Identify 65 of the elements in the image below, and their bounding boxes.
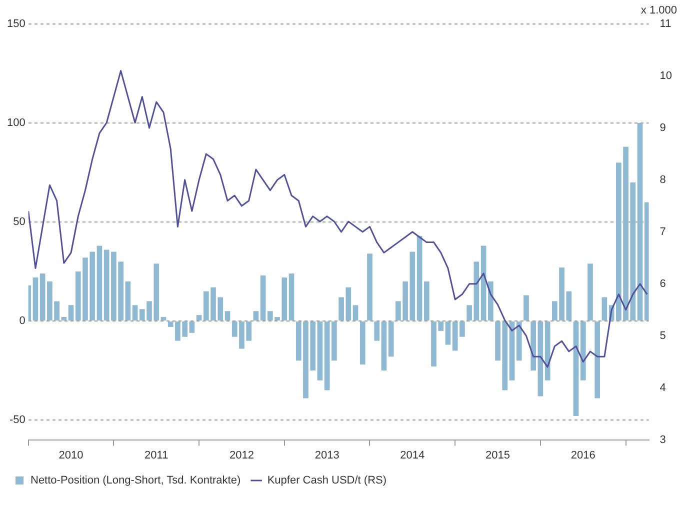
bar [196, 315, 202, 320]
bar [594, 322, 600, 398]
x-tick-label: 2014 [400, 449, 425, 462]
y2-tick-label: 11 [660, 18, 672, 30]
bar [538, 322, 544, 396]
y-tick-label: -50 [9, 414, 26, 426]
y-tick-label: 50 [13, 216, 26, 228]
bar [317, 322, 323, 380]
x-tick-label: 2016 [570, 449, 596, 462]
bar [367, 254, 372, 320]
x-tick-label: 2011 [144, 449, 168, 462]
x-tick-label: 2015 [486, 449, 510, 462]
y2-tick-label: 9 [660, 122, 666, 134]
x-tick-label: 2012 [229, 449, 254, 462]
bar [410, 252, 416, 320]
bar [530, 322, 536, 370]
y2-tick-label: 3 [660, 434, 666, 446]
bar [332, 322, 337, 361]
bar [573, 322, 579, 416]
y2-tick-label: 4 [660, 382, 666, 394]
bar [132, 305, 138, 320]
bar [224, 311, 230, 320]
x-tick-label: 2013 [314, 449, 340, 462]
bar [125, 281, 131, 320]
bar [644, 202, 649, 320]
y-tick-label: 150 [6, 18, 26, 30]
bar [488, 281, 494, 320]
y2-tick-label: 5 [660, 330, 666, 342]
bar [588, 264, 593, 320]
legend-label: Kupfer Cash USD/t (RS) [267, 474, 387, 487]
bar [637, 123, 643, 320]
bar [189, 322, 195, 333]
y-tick-label: 100 [6, 117, 26, 130]
y-tick-label: 0 [19, 315, 26, 328]
bar [160, 317, 166, 320]
bar [288, 273, 294, 320]
bar [466, 305, 472, 320]
bar [32, 277, 38, 320]
bar [416, 236, 422, 320]
bar [516, 322, 522, 361]
y2-tick-label: 10 [660, 70, 672, 82]
bar [96, 246, 102, 320]
x-tick-label: 2010 [58, 449, 84, 462]
bar [509, 322, 515, 380]
legend-label: Netto-Position (Long-Short, Tsd. Kontrakte) [30, 474, 241, 487]
bar [474, 262, 480, 320]
y2-tick-label: 7 [660, 226, 666, 238]
bar [445, 322, 451, 345]
bar [360, 322, 366, 365]
bar [388, 322, 394, 357]
y2-axis-title: x 1.000 [640, 4, 677, 17]
bar [68, 305, 74, 320]
bar [580, 322, 586, 380]
bar [253, 311, 259, 320]
bar [260, 275, 266, 320]
bar [524, 295, 529, 320]
y2-tick-label: 6 [660, 278, 666, 290]
bar [374, 322, 380, 341]
bar [424, 281, 430, 320]
bar [40, 273, 46, 320]
bar [324, 322, 330, 390]
bar [381, 322, 387, 370]
y2-tick-label: 8 [660, 174, 666, 186]
bar [602, 297, 608, 320]
bar [352, 305, 358, 320]
